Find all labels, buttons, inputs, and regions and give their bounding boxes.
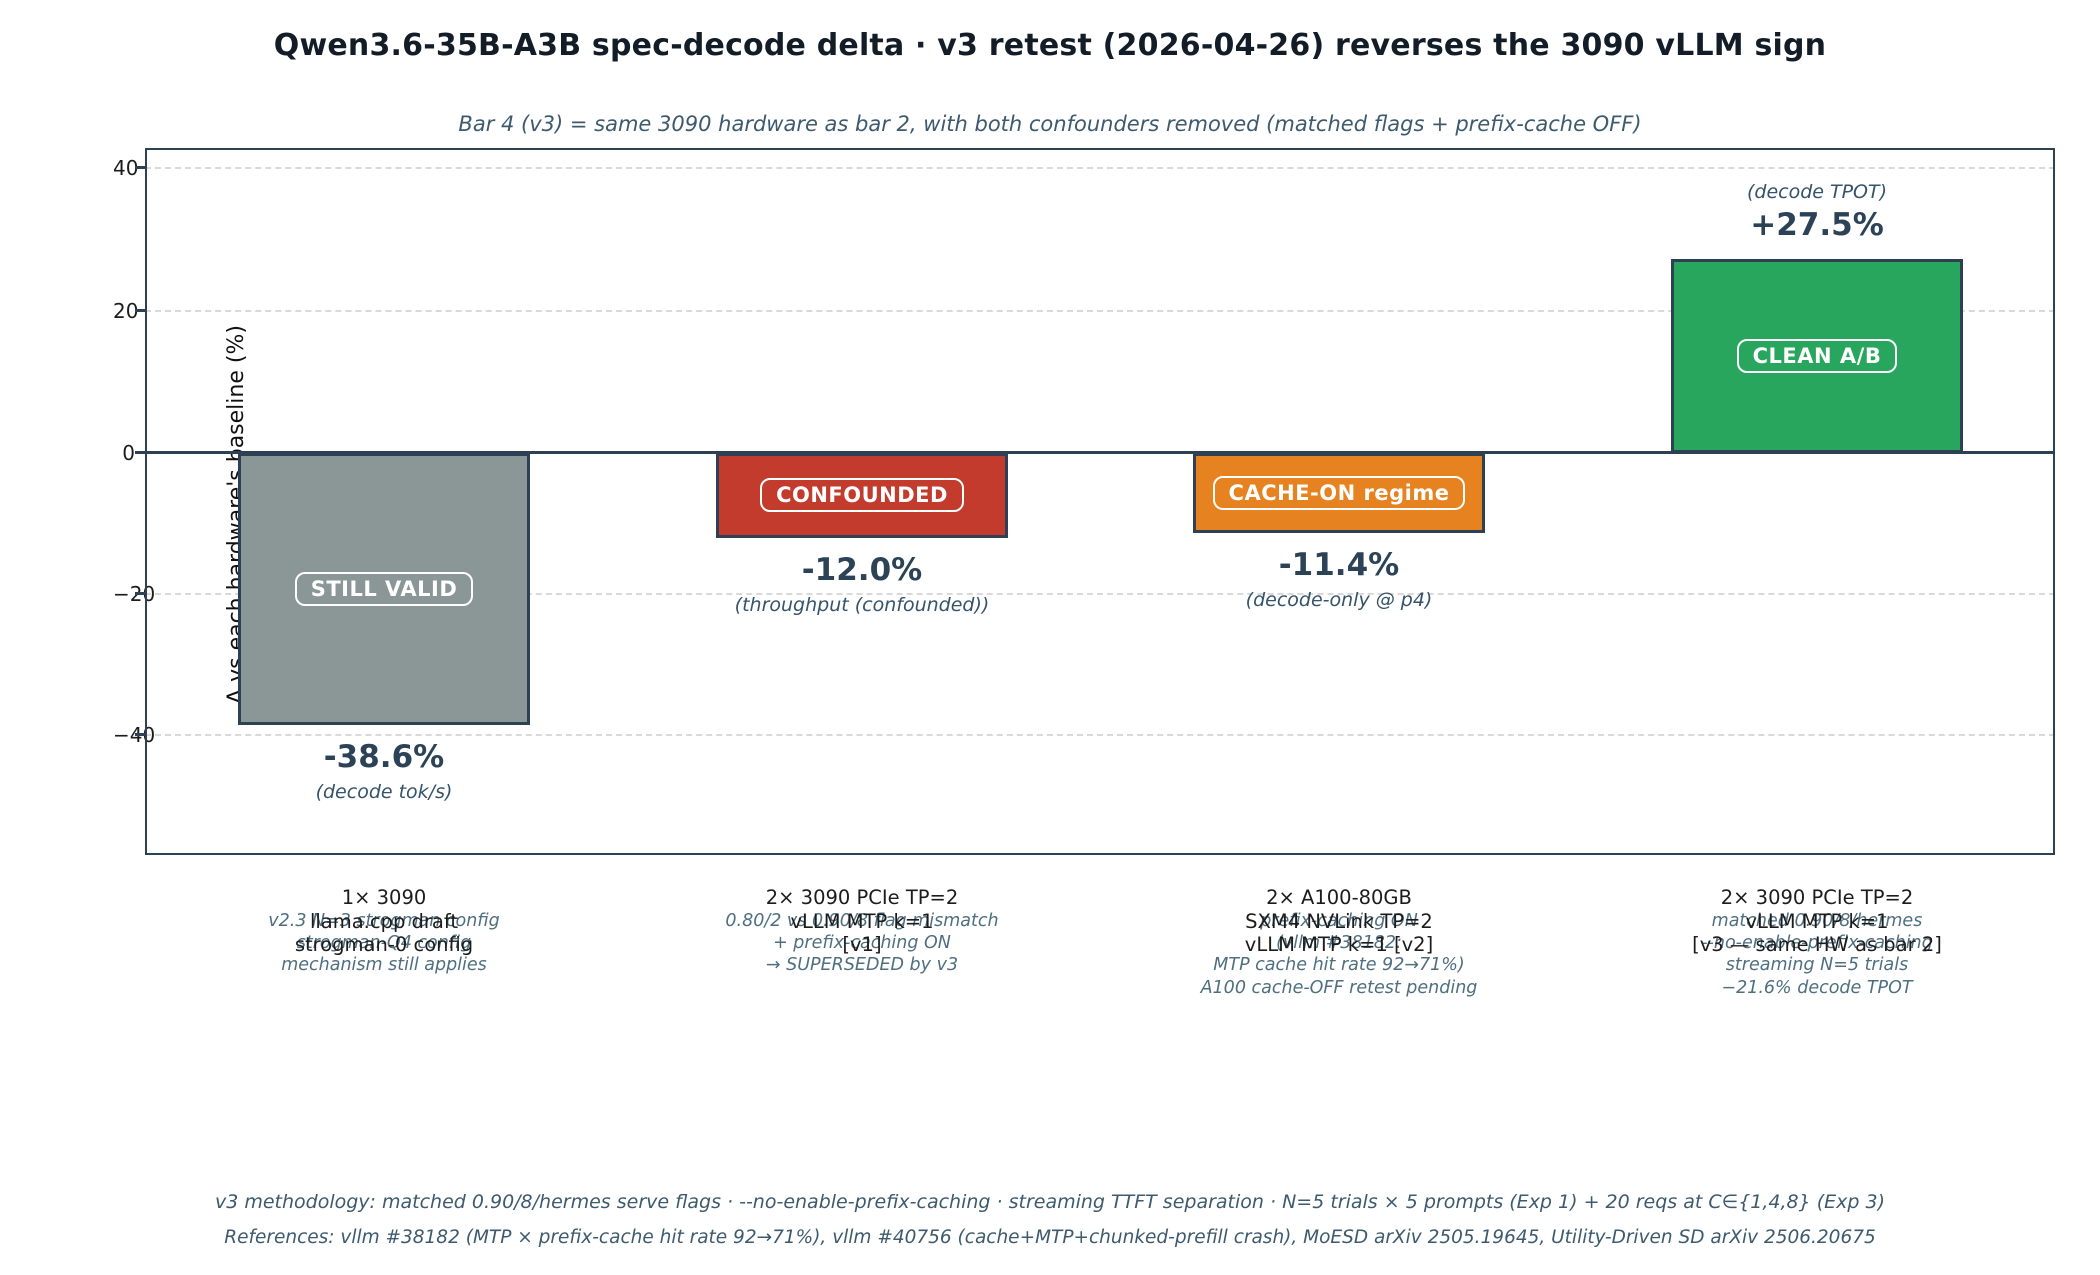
x-tick-label: 2× 3090 PCIe TP=2 vLLM MTP k=1 [v1]	[765, 886, 959, 956]
footnote-methodology: v3 methodology: matched 0.90/8/hermes se…	[214, 1191, 1886, 1213]
y-axis-label: Δ vs each hardware's baseline (%)	[223, 325, 249, 704]
metric-caption: (decode TPOT)	[1746, 181, 1888, 204]
value-label: -11.4%	[1278, 547, 1400, 584]
y-tick-mark	[135, 451, 145, 454]
metric-caption: (throughput (confounded))	[734, 593, 990, 616]
bar-group-1: STILL VALID -38.6% (decode tok/s) 1× 309…	[145, 148, 2055, 975]
y-tick-label: 40	[113, 156, 139, 180]
y-tick-mark	[135, 309, 145, 312]
metric-caption: (decode tok/s)	[315, 781, 453, 804]
x-annotation: 0.80/2 vs 0.90/8 flag mismatch + prefix-…	[725, 911, 999, 976]
x-annotation: matched 0.90/8/hermes --no-enable-prefix…	[1701, 911, 1933, 998]
value-label: -12.0%	[801, 551, 923, 588]
status-badge: CLEAN A/B	[1736, 339, 1898, 374]
x-annotation: prefix-caching ON (vllm #38182: MTP cach…	[1200, 911, 1478, 998]
bar-still-valid: STILL VALID	[238, 453, 530, 726]
y-tick-label: 0	[122, 441, 135, 465]
y-tick-mark	[135, 733, 145, 736]
bar-group-2: CONFOUNDED -12.0% (throughput (confounde…	[145, 148, 2055, 975]
x-tick-label: 2× 3090 PCIe TP=2 vLLM MTP k=1 [v3 — sam…	[1692, 886, 1942, 956]
x-tick-label: 1× 3090 llama.cpp draft strogman-0 confi…	[294, 886, 474, 956]
value-label: +27.5%	[1750, 207, 1884, 244]
chart-subtitle: Bar 4 (v3) = same 3090 hardware as bar 2…	[458, 112, 1642, 136]
gridline-20	[145, 310, 2055, 312]
status-badge: CONFOUNDED	[760, 478, 964, 513]
plot-frame	[145, 148, 2055, 855]
y-tick-label: −20	[113, 582, 156, 606]
bar-group-4: CLEAN A/B +27.5% (decode TPOT) 2× 3090 P…	[145, 148, 2055, 998]
gridline-minus20	[145, 593, 2055, 595]
bar-cache-on-regime: CACHE-ON regime	[1193, 453, 1485, 534]
gridline-40	[145, 167, 2055, 169]
value-label: -38.6%	[323, 739, 445, 776]
chart-title: Qwen3.6-35B-A3B spec-decode delta · v3 r…	[273, 28, 1827, 63]
zero-baseline	[145, 451, 2055, 454]
y-tick-label: −40	[113, 723, 156, 747]
status-badge: CACHE-ON regime	[1212, 476, 1466, 511]
gridline-minus40	[145, 734, 2055, 736]
bar-clean-ab: CLEAN A/B	[1671, 259, 1963, 453]
plot-area: 40 20 0 −20 −40 Δ vs each hardware's bas…	[113, 148, 2055, 998]
x-annotation: v2.3 N=3 strogman config strogman-Q4 con…	[268, 911, 500, 976]
footnote-references: References: vllm #38182 (MTP × prefix-ca…	[224, 1227, 1876, 1248]
y-tick-label: 20	[113, 299, 139, 323]
y-tick-mark	[135, 166, 145, 169]
x-tick-label: 2× A100-80GB SXM4 NVLink TP=2 vLLM MTP k…	[1244, 886, 1434, 956]
bar-confounded: CONFOUNDED	[716, 453, 1008, 538]
y-tick-mark	[135, 592, 145, 595]
status-badge: STILL VALID	[294, 572, 474, 607]
bar-group-3: CACHE-ON regime -11.4% (decode-only @ p4…	[145, 148, 2055, 998]
